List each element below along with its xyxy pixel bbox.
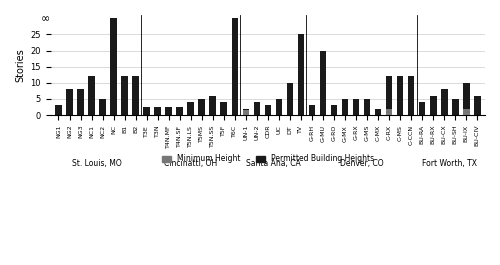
Bar [397, 76, 404, 115]
Bar [364, 99, 370, 115]
Legend: Minimum Height, Permitted Building Heights: Minimum Height, Permitted Building Heigh… [158, 151, 377, 166]
Bar [132, 76, 139, 115]
Bar [154, 107, 161, 115]
Bar [286, 83, 293, 115]
Bar [430, 96, 436, 115]
Bar [298, 34, 304, 115]
Bar [88, 76, 95, 115]
Y-axis label: Stories: Stories [15, 48, 25, 82]
Bar [375, 109, 382, 115]
Bar [232, 18, 238, 115]
Bar [419, 102, 426, 115]
Bar [242, 109, 249, 115]
Bar [254, 102, 260, 115]
Bar [210, 96, 216, 115]
Bar [264, 105, 271, 115]
Text: Fort Worth, TX: Fort Worth, TX [422, 159, 477, 168]
Bar [166, 107, 172, 115]
Text: Cincinatti, OH: Cincinatti, OH [164, 159, 218, 168]
Bar [474, 96, 480, 115]
Bar [386, 109, 392, 115]
Bar [66, 89, 73, 115]
Bar [352, 99, 360, 115]
Bar [110, 18, 117, 115]
Bar [220, 102, 227, 115]
Bar [77, 89, 84, 115]
Bar [386, 76, 392, 115]
Bar [176, 107, 183, 115]
Bar [342, 99, 348, 115]
Bar [452, 99, 458, 115]
Bar [100, 99, 106, 115]
Bar [242, 110, 249, 115]
Bar [198, 99, 205, 115]
Text: Santa Ana, CA: Santa Ana, CA [246, 159, 301, 168]
Bar [320, 51, 326, 115]
Bar [463, 109, 469, 115]
Text: ∞: ∞ [40, 14, 50, 24]
Bar [122, 76, 128, 115]
Bar [308, 105, 316, 115]
Bar [144, 107, 150, 115]
Bar [463, 83, 469, 115]
Bar [188, 102, 194, 115]
Text: Denver, CO: Denver, CO [340, 159, 384, 168]
Bar [276, 99, 282, 115]
Bar [408, 76, 414, 115]
Bar [330, 105, 338, 115]
Text: St. Louis, MO: St. Louis, MO [72, 159, 122, 168]
Bar [441, 89, 448, 115]
Bar [55, 105, 62, 115]
